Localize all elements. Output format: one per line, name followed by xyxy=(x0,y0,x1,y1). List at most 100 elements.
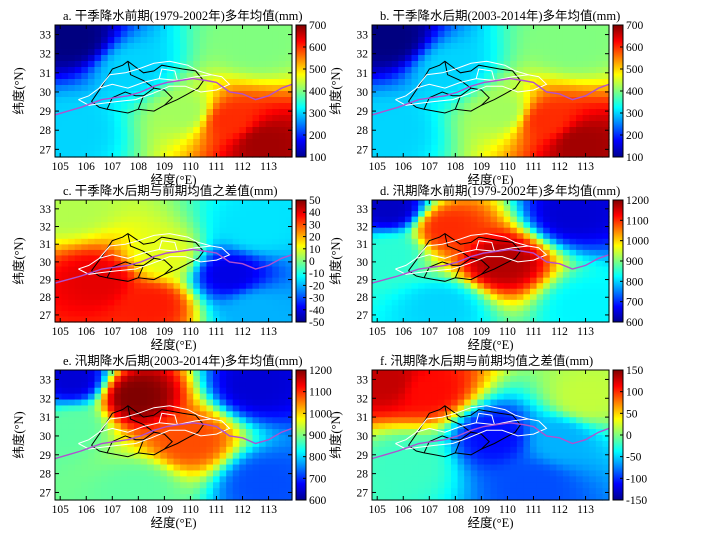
field-cell xyxy=(160,145,168,152)
field-cell xyxy=(516,399,525,407)
field-cell xyxy=(252,435,260,442)
field-cell xyxy=(404,316,413,323)
field-cell xyxy=(451,381,459,389)
field-cell xyxy=(219,61,227,68)
field-cell xyxy=(226,494,234,501)
field-cell xyxy=(160,299,168,306)
field-cell xyxy=(127,121,135,128)
field-cell xyxy=(226,91,234,98)
field-cell xyxy=(213,91,221,98)
field-cell xyxy=(259,43,267,50)
field-cell xyxy=(101,266,109,273)
field-cell xyxy=(140,200,148,207)
field-cell xyxy=(134,283,142,290)
field-cell xyxy=(549,423,557,430)
field-cell xyxy=(378,244,386,251)
field-cell xyxy=(226,381,234,389)
field-cell xyxy=(418,310,426,318)
field-cell xyxy=(153,73,161,80)
field-cell xyxy=(101,272,109,279)
x-tick-label: 110 xyxy=(182,504,199,516)
field-cell xyxy=(239,139,247,146)
field-cell xyxy=(411,411,419,418)
field-cell xyxy=(404,429,413,436)
field-cell xyxy=(503,399,511,407)
field-cell xyxy=(81,288,89,295)
field-cell xyxy=(398,411,406,418)
x-tick-label: 111 xyxy=(208,161,225,173)
field-cell xyxy=(490,393,498,401)
field-cell xyxy=(74,205,82,212)
field-cell xyxy=(245,288,254,295)
field-cell xyxy=(87,244,96,251)
y-tick-label: 29 xyxy=(40,106,52,118)
field-cell xyxy=(602,435,610,442)
field-cell xyxy=(562,294,571,301)
field-cell xyxy=(602,211,610,218)
field-cell xyxy=(582,211,590,218)
y-tick-label: 31 xyxy=(357,68,369,80)
field-cell xyxy=(372,261,380,268)
field-cell xyxy=(418,61,426,68)
x-tick-label: 108 xyxy=(130,326,148,338)
boundary-line xyxy=(158,68,178,81)
field-cell xyxy=(206,121,214,128)
field-cell xyxy=(199,266,208,273)
field-cell xyxy=(424,121,432,128)
field-cell xyxy=(530,127,538,134)
field-cell xyxy=(536,43,544,50)
field-cell xyxy=(523,288,531,295)
field-cell xyxy=(562,211,571,218)
field-cell xyxy=(516,375,525,383)
field-cell xyxy=(107,288,115,295)
field-cell xyxy=(464,375,472,383)
colorbar-tick-label: 700 xyxy=(309,20,327,32)
field-cell xyxy=(398,316,406,323)
field-cell xyxy=(549,405,557,412)
field-cell xyxy=(278,43,287,50)
field-cell xyxy=(87,222,96,229)
field-cell xyxy=(120,283,129,290)
field-cell xyxy=(245,417,254,424)
field-cell xyxy=(193,91,201,98)
field-cell xyxy=(265,139,273,146)
field-cell xyxy=(372,222,380,229)
field-cell xyxy=(372,305,380,312)
field-cell xyxy=(602,452,610,460)
field-cell xyxy=(127,145,135,152)
field-cell xyxy=(94,283,102,290)
field-cell xyxy=(68,435,76,442)
field-cell xyxy=(206,211,214,218)
field-cell xyxy=(510,283,518,290)
field-cell xyxy=(391,423,399,430)
field-cell xyxy=(602,423,610,430)
field-cell xyxy=(74,61,82,68)
field-cell xyxy=(120,482,129,489)
field-cell xyxy=(278,139,287,146)
field-cell xyxy=(272,482,280,489)
field-cell xyxy=(503,249,511,257)
field-cell xyxy=(378,299,386,306)
field-cell xyxy=(457,227,465,234)
field-cell xyxy=(569,151,577,158)
field-cell xyxy=(252,37,260,44)
field-cell xyxy=(186,464,194,472)
field-cell xyxy=(464,393,472,401)
field-cell xyxy=(94,238,102,245)
field-cell xyxy=(431,375,439,383)
field-cell xyxy=(265,249,273,257)
field-cell xyxy=(385,151,393,158)
field-cell xyxy=(549,37,557,44)
field-cell xyxy=(424,216,432,223)
field-cell xyxy=(68,37,76,44)
field-cell xyxy=(490,310,498,318)
field-cell xyxy=(134,387,142,395)
field-cell xyxy=(226,446,234,454)
field-cell xyxy=(114,435,122,442)
field-cell xyxy=(166,452,175,460)
field-cell xyxy=(549,464,557,472)
field-cell xyxy=(199,238,208,245)
field-cell xyxy=(444,316,452,323)
field-cell xyxy=(114,61,122,68)
field-cell xyxy=(173,261,181,268)
